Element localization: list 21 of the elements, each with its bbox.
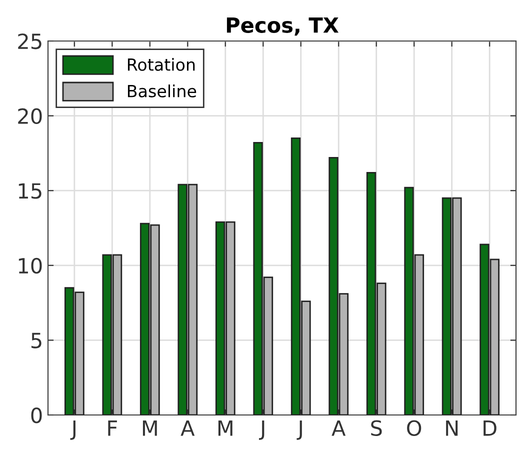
x-tick-label: D — [484, 420, 496, 436]
legend-label: Rotation — [128, 58, 195, 71]
chart-title: Pecos, TX — [226, 17, 339, 36]
x-tick-label: O — [407, 420, 422, 436]
x-tick-label: N — [446, 420, 458, 436]
y-tick-label: 15 — [18, 183, 42, 199]
legend-label: Baseline — [128, 84, 196, 98]
x-tick-label: J — [70, 420, 76, 440]
x-tick-label: M — [218, 420, 232, 436]
y-tick-label: 20 — [18, 108, 42, 124]
x-tick-label: M — [142, 420, 157, 436]
x-tick-label: S — [371, 420, 382, 436]
x-tick-label: A — [332, 420, 346, 436]
y-tick-label: 0 — [31, 407, 42, 424]
x-tick-label: J — [258, 420, 264, 440]
y-tick-label: 25 — [18, 33, 42, 50]
x-tick-label: A — [180, 420, 195, 436]
y-tick-label: 10 — [18, 258, 42, 274]
x-tick-label: J — [296, 420, 302, 440]
x-tick-label: F — [108, 420, 117, 436]
y-tick-label: 5 — [31, 332, 42, 348]
